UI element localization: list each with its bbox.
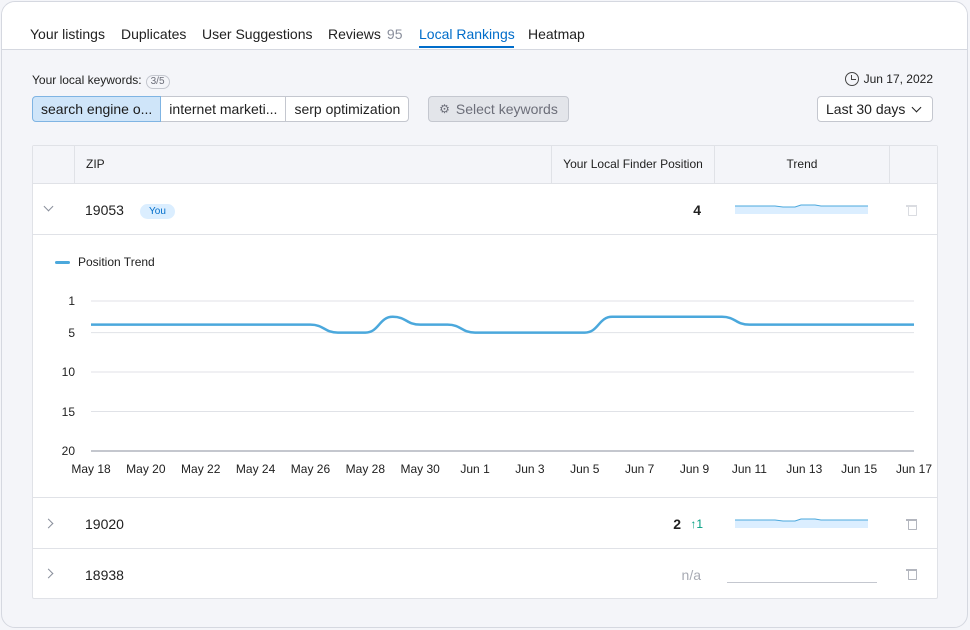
delete-icon[interactable] [906, 205, 917, 216]
keyword-selector: search engine o... internet marketi... s… [32, 96, 410, 122]
y-tick-label: 10 [61, 365, 75, 380]
position-change: ↑1 [690, 517, 703, 531]
legend-label: Position Trend [78, 255, 155, 269]
y-tick-label: 20 [61, 444, 75, 458]
table-row[interactable]: 19053 You 4 [33, 184, 937, 235]
x-tick-label: Jun 17 [895, 462, 933, 476]
trend-sparkline [735, 518, 868, 528]
select-keywords-button[interactable]: ⚙ Select keywords [428, 96, 569, 122]
report-date: Jun 17, 2022 [844, 72, 933, 86]
keyword-chip-1[interactable]: search engine o... [32, 96, 162, 122]
chevron-right-icon[interactable] [43, 568, 54, 579]
x-tick-label: Jun 3 [515, 462, 545, 476]
x-tick-label: Jun 11 [731, 462, 767, 476]
zip-code: 19020 [85, 516, 124, 532]
chart-legend: Position Trend [55, 255, 155, 269]
series-line-position-trend [91, 315, 914, 334]
x-tick-label: Jun 13 [786, 462, 823, 476]
header-zip[interactable]: ZIP [75, 146, 552, 184]
zip-code: 19053 [85, 202, 124, 218]
chevron-down-icon [911, 102, 922, 112]
y-tick-label: 15 [61, 404, 75, 419]
x-tick-label: May 30 [400, 462, 440, 476]
tab-duplicates[interactable]: Duplicates [121, 26, 187, 42]
chevron-right-icon[interactable] [43, 518, 54, 529]
tab-reviews[interactable]: Reviews 95 [328, 26, 403, 42]
trend-sparkline [735, 204, 868, 214]
tab-your-listings[interactable]: Your listings [30, 26, 105, 42]
chevron-down-icon[interactable] [43, 201, 54, 212]
table-header: ZIP Your Local Finder Position Trend [33, 146, 937, 184]
clock-icon [844, 72, 859, 86]
position-value: 2 [673, 516, 681, 532]
delete-icon[interactable] [906, 569, 917, 580]
y-tick-label: 5 [68, 325, 75, 340]
x-tick-label: May 20 [126, 462, 166, 476]
keyword-chip-3[interactable]: serp optimization [285, 96, 410, 122]
you-badge: You [140, 204, 175, 219]
tab-local-rankings[interactable]: Local Rankings [419, 26, 515, 42]
x-tick-label: May 22 [181, 462, 221, 476]
gear-icon: ⚙ [439, 102, 450, 116]
header-position[interactable]: Your Local Finder Position [552, 146, 715, 184]
x-tick-label: May 24 [235, 462, 276, 476]
zip-code: 18938 [85, 567, 124, 583]
tab-user-suggestions[interactable]: User Suggestions [202, 26, 313, 42]
table-row[interactable]: 18938 n/a [33, 549, 937, 599]
keyword-chip-2[interactable]: internet marketi... [160, 96, 287, 122]
header-trend: Trend [715, 146, 890, 184]
table-row[interactable]: 19020 2 ↑1 [33, 498, 937, 549]
tab-bar: Your listings Duplicates User Suggestion… [2, 2, 967, 50]
x-tick-label: Jun 1 [460, 462, 490, 476]
delete-icon[interactable] [906, 519, 917, 530]
keywords-count-badge: 3/5 [145, 75, 170, 89]
reviews-count: 95 [386, 26, 403, 42]
legend-swatch [55, 260, 70, 264]
x-tick-label: Jun 7 [624, 462, 655, 476]
position-trend-panel: Position Trend 1 5 10 15 20 May 18 May 20 May … [33, 235, 937, 498]
x-tick-label: May 18 [71, 462, 111, 476]
local-keywords-label: Your local keywords: 3/5 [32, 73, 170, 89]
tab-heatmap[interactable]: Heatmap [528, 26, 585, 42]
x-tick-label: Jun 9 [679, 462, 710, 476]
x-tick-label: May 28 [345, 462, 386, 476]
rankings-table: ZIP Your Local Finder Position Trend 190… [32, 145, 938, 599]
date-range-dropdown[interactable]: Last 30 days [817, 96, 933, 122]
empty-trend-line [727, 582, 877, 583]
x-tick-label: May 26 [290, 462, 331, 476]
position-trend-chart [91, 300, 914, 452]
position-value: n/a [681, 567, 701, 583]
header-expand-col [33, 146, 75, 184]
x-tick-label: Jun 15 [841, 462, 878, 476]
position-value: 4 [693, 202, 701, 218]
y-tick-label: 1 [68, 294, 75, 308]
active-tab-indicator [419, 46, 514, 48]
x-tick-label: Jun 5 [570, 462, 600, 476]
